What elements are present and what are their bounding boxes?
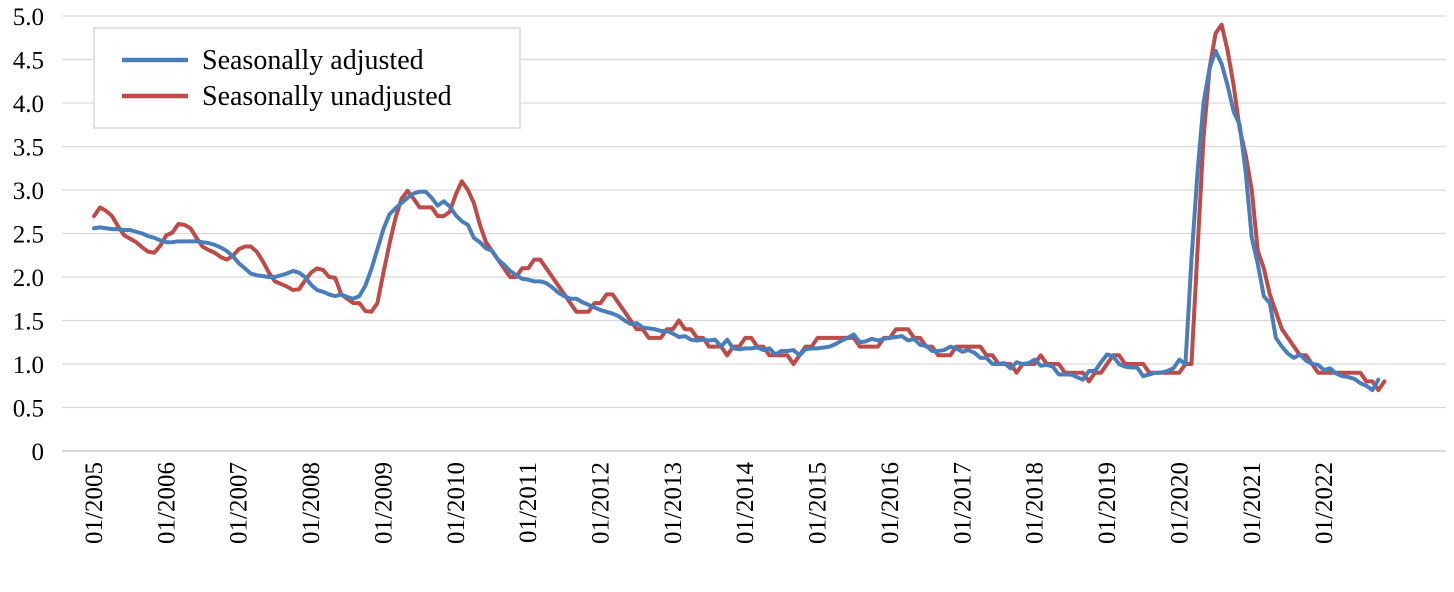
x-tick-label: 01/2011 (515, 462, 542, 543)
x-tick-label: 01/2008 (298, 462, 325, 544)
series-line-seasonally-unadjusted (92, 22, 1387, 393)
y-tick-label: 3.0 (13, 178, 44, 205)
y-tick-label: 1.0 (13, 352, 44, 379)
x-tick-label: 01/2018 (1022, 462, 1049, 544)
legend-label-seasonally-adjusted: Seasonally adjusted (202, 45, 424, 76)
legend-label-seasonally-unadjusted: Seasonally unadjusted (202, 81, 452, 112)
x-tick-label: 01/2022 (1311, 462, 1338, 544)
x-tick-label: 01/2007 (226, 462, 253, 544)
x-tick-label: 01/2014 (732, 462, 759, 544)
series-lines (92, 22, 1387, 393)
x-tick-label: 01/2013 (660, 462, 687, 544)
legend-box (93, 27, 521, 129)
x-tick-label: 01/2009 (370, 462, 397, 544)
y-tick-label: 5.0 (13, 4, 44, 31)
x-tick-label: 01/2010 (443, 462, 470, 544)
legend: Seasonally adjusted Seasonally unadjuste… (93, 27, 521, 129)
x-tick-label: 01/2020 (1166, 462, 1193, 544)
x-tick-label: 01/2016 (877, 462, 904, 544)
x-tick-label: 01/2021 (1239, 462, 1266, 544)
x-tick-label: 01/2005 (81, 462, 108, 544)
gridlines (62, 15, 1446, 452)
y-tick-label: 4.5 (13, 48, 44, 75)
series-line-seasonally-adjusted (92, 48, 1381, 393)
x-tick-label: 01/2012 (588, 462, 615, 544)
y-tick-label: 4.0 (13, 91, 44, 118)
x-tick-label: 01/2015 (805, 462, 832, 544)
y-tick-label: 0 (32, 439, 45, 466)
x-tick-label: 01/2006 (153, 462, 180, 544)
y-tick-label: 0.5 (13, 396, 44, 423)
x-tick-label: 01/2019 (1094, 462, 1121, 544)
y-tick-label: 2.0 (13, 265, 44, 292)
x-tick-label: 01/2017 (949, 462, 976, 544)
x-axis-tick-labels: 01/2005 01/2006 01/2007 01/2008 01/2009 01/20… (81, 462, 1338, 544)
y-tick-label: 1.5 (13, 309, 44, 336)
y-tick-label: 2.5 (13, 222, 44, 249)
y-tick-label: 3.5 (13, 135, 44, 162)
y-axis-tick-labels: 0 0.5 1.0 1.5 2.0 2.5 3.0 3.5 4.0 4.5 5.0 (13, 4, 44, 466)
